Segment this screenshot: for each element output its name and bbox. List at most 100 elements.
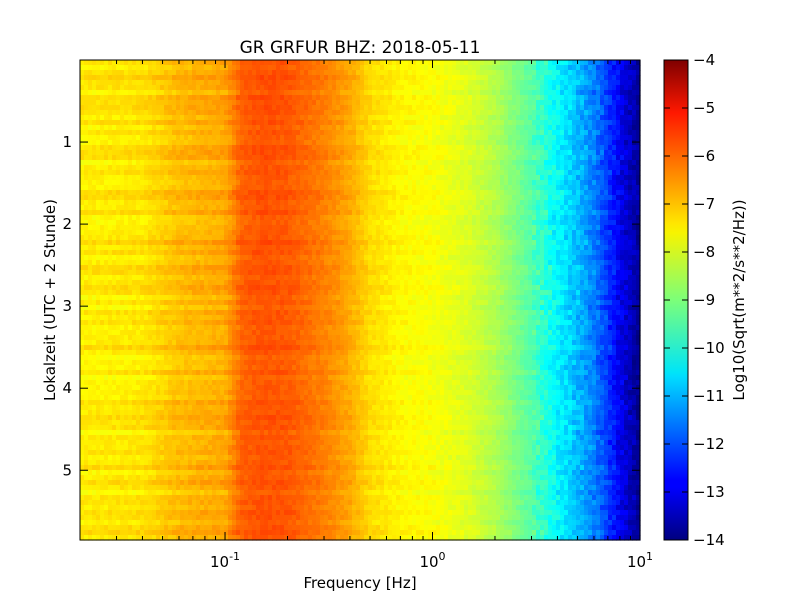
heatmap-cell: [288, 115, 293, 121]
heatmap-cell: [124, 70, 129, 76]
heatmap-cell: [268, 235, 273, 241]
heatmap-cell: [160, 215, 165, 221]
heatmap-cell: [356, 210, 361, 216]
heatmap-cell: [600, 165, 605, 171]
heatmap-cell: [472, 125, 477, 131]
heatmap-cell: [380, 135, 385, 141]
heatmap-cell: [540, 135, 545, 141]
heatmap-cell: [312, 200, 317, 206]
heatmap-cell: [548, 160, 553, 166]
heatmap-cell: [524, 200, 529, 206]
heatmap-cell: [296, 110, 301, 116]
heatmap-cell: [228, 75, 233, 81]
heatmap-cell: [116, 170, 121, 176]
heatmap-cell: [388, 205, 393, 211]
heatmap-cell: [632, 115, 637, 121]
heatmap-cell: [552, 85, 557, 91]
heatmap-cell: [540, 75, 545, 81]
heatmap-cell: [284, 195, 289, 201]
heatmap-cell: [100, 215, 105, 221]
heatmap-cell: [332, 195, 337, 201]
heatmap-cell: [220, 175, 225, 181]
heatmap-cell: [176, 220, 181, 226]
heatmap-cell: [156, 110, 161, 116]
heatmap-cell: [372, 230, 377, 236]
heatmap-cell: [572, 210, 577, 216]
heatmap-cell: [456, 170, 461, 176]
heatmap-cell: [616, 110, 621, 116]
heatmap-cell: [620, 205, 625, 211]
heatmap-cell: [272, 210, 277, 216]
heatmap-cell: [352, 165, 357, 171]
heatmap-cell: [356, 220, 361, 226]
heatmap-cell: [340, 70, 345, 76]
heatmap-cell: [264, 105, 269, 111]
heatmap-cell: [236, 155, 241, 161]
heatmap-cell: [560, 125, 565, 131]
heatmap-cell: [532, 160, 537, 166]
heatmap-cell: [248, 235, 253, 241]
heatmap-cell: [536, 110, 541, 116]
heatmap-cell: [412, 180, 417, 186]
heatmap-cell: [288, 120, 293, 126]
heatmap-cell: [252, 70, 257, 76]
heatmap-cell: [364, 195, 369, 201]
heatmap-cell: [444, 155, 449, 161]
heatmap-cell: [212, 150, 217, 156]
heatmap-cell: [284, 115, 289, 121]
heatmap-cell: [500, 110, 505, 116]
heatmap-cell: [308, 195, 313, 201]
heatmap-cell: [452, 125, 457, 131]
heatmap-cell: [152, 225, 157, 231]
heatmap-cell: [144, 200, 149, 206]
heatmap-cell: [528, 60, 533, 66]
heatmap-cell: [460, 150, 465, 156]
heatmap-cell: [104, 220, 109, 226]
heatmap-cell: [140, 205, 145, 211]
heatmap-cell: [200, 200, 205, 206]
heatmap-cell: [444, 105, 449, 111]
heatmap-cell: [408, 110, 413, 116]
heatmap-cell: [360, 105, 365, 111]
heatmap-cell: [436, 80, 441, 86]
heatmap-cell: [316, 95, 321, 101]
heatmap-cell: [124, 185, 129, 191]
heatmap-cell: [372, 140, 377, 146]
heatmap-cell: [544, 100, 549, 106]
heatmap-cell: [276, 65, 281, 71]
heatmap-cell: [176, 160, 181, 166]
heatmap-cell: [84, 115, 89, 121]
heatmap-cell: [204, 195, 209, 201]
heatmap-cell: [428, 65, 433, 71]
heatmap-cell: [168, 160, 173, 166]
heatmap-cell: [444, 190, 449, 196]
heatmap-cell: [296, 180, 301, 186]
heatmap-cell: [240, 205, 245, 211]
heatmap-cell: [436, 225, 441, 231]
heatmap-cell: [336, 175, 341, 181]
heatmap-cell: [600, 200, 605, 206]
heatmap-cell: [232, 130, 237, 136]
heatmap-cell: [468, 75, 473, 81]
heatmap-cell: [204, 230, 209, 236]
heatmap-cell: [564, 130, 569, 136]
heatmap-cell: [436, 100, 441, 106]
heatmap-cell: [372, 70, 377, 76]
heatmap-cell: [636, 175, 641, 181]
heatmap-cell: [196, 165, 201, 171]
heatmap-cell: [424, 130, 429, 136]
heatmap-cell: [592, 190, 597, 196]
heatmap-cell: [444, 160, 449, 166]
heatmap-cell: [164, 70, 169, 76]
heatmap-cell: [500, 175, 505, 181]
heatmap-cell: [236, 165, 241, 171]
heatmap-cell: [236, 100, 241, 106]
heatmap-cell: [628, 95, 633, 101]
heatmap-cell: [204, 180, 209, 186]
heatmap-cell: [516, 200, 521, 206]
heatmap-cell: [568, 95, 573, 101]
heatmap-cell: [424, 230, 429, 236]
heatmap-cell: [96, 60, 101, 66]
heatmap-cell: [260, 185, 265, 191]
heatmap-cell: [284, 225, 289, 231]
